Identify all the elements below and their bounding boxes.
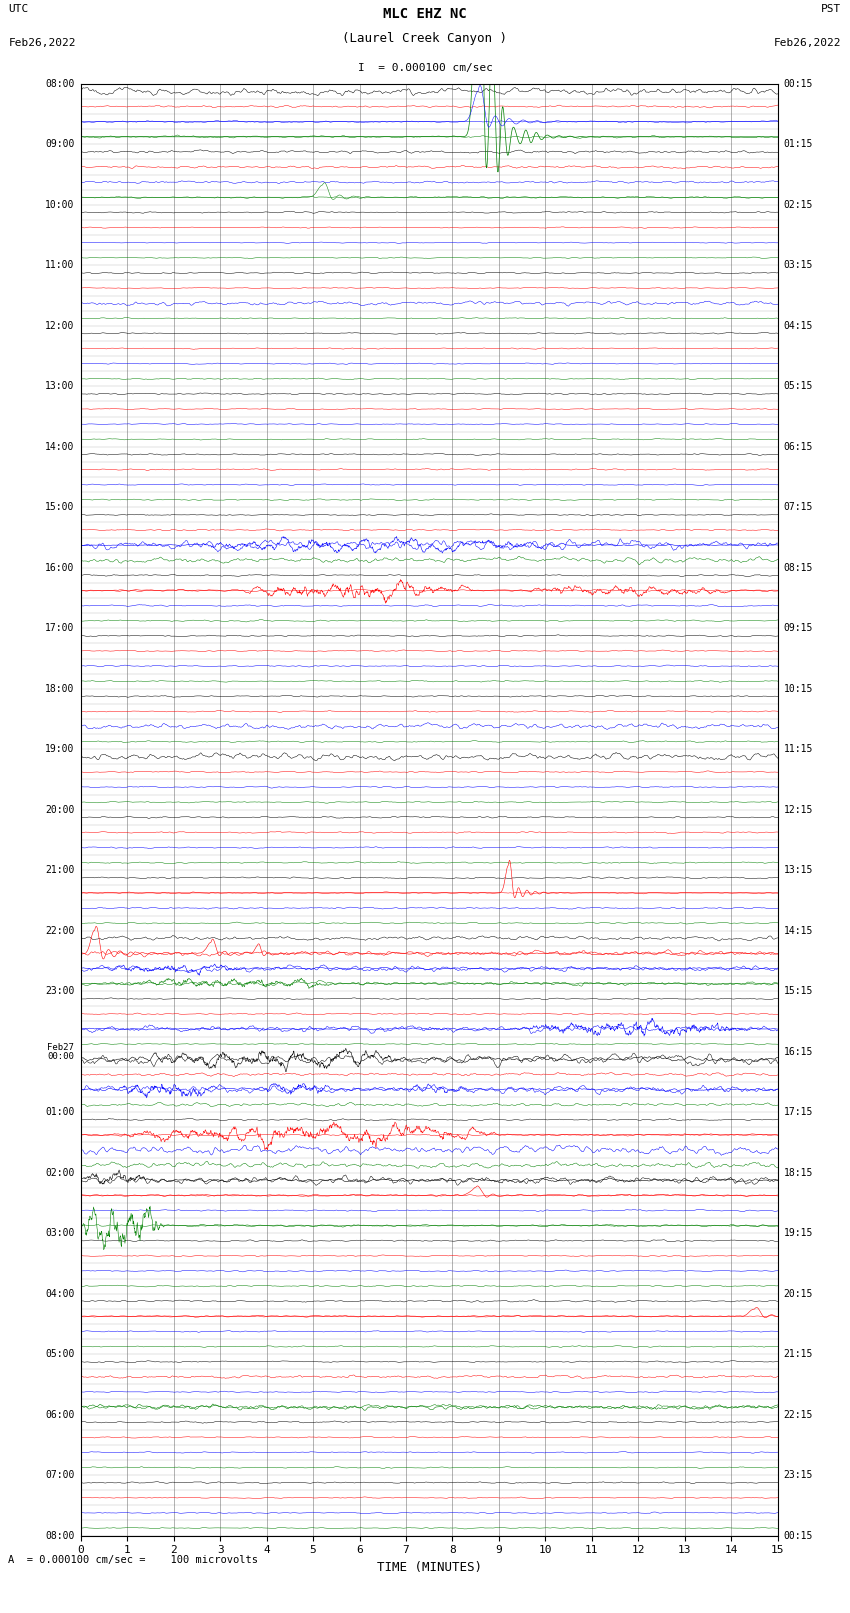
Text: 04:15: 04:15: [784, 321, 813, 331]
Text: 07:00: 07:00: [45, 1469, 74, 1481]
Text: 15:15: 15:15: [784, 986, 813, 997]
Text: 19:15: 19:15: [784, 1227, 813, 1239]
Text: 08:00: 08:00: [45, 1531, 74, 1540]
Text: 19:00: 19:00: [45, 744, 74, 755]
Text: 14:15: 14:15: [784, 926, 813, 936]
Text: 06:15: 06:15: [784, 442, 813, 452]
Text: 11:00: 11:00: [45, 260, 74, 271]
Text: 23:15: 23:15: [784, 1469, 813, 1481]
Text: 16:00: 16:00: [45, 563, 74, 573]
Text: MLC EHZ NC: MLC EHZ NC: [383, 6, 467, 21]
Text: 11:15: 11:15: [784, 744, 813, 755]
Text: 03:00: 03:00: [45, 1227, 74, 1239]
Text: 09:00: 09:00: [45, 139, 74, 150]
Text: 04:00: 04:00: [45, 1289, 74, 1298]
Text: 02:15: 02:15: [784, 200, 813, 210]
Text: 15:00: 15:00: [45, 502, 74, 513]
Text: 00:15: 00:15: [784, 1531, 813, 1540]
Text: 21:15: 21:15: [784, 1348, 813, 1360]
Text: 22:00: 22:00: [45, 926, 74, 936]
Text: 13:00: 13:00: [45, 381, 74, 392]
Text: 03:15: 03:15: [784, 260, 813, 271]
Text: PST: PST: [821, 5, 842, 15]
Text: Feb26,2022: Feb26,2022: [8, 37, 76, 48]
Text: 21:00: 21:00: [45, 865, 74, 876]
Text: UTC: UTC: [8, 5, 29, 15]
Text: 00:15: 00:15: [784, 79, 813, 89]
Text: 06:00: 06:00: [45, 1410, 74, 1419]
Text: I  = 0.000100 cm/sec: I = 0.000100 cm/sec: [358, 63, 492, 73]
Text: Feb26,2022: Feb26,2022: [774, 37, 842, 48]
Text: 00:00: 00:00: [48, 1052, 74, 1061]
Text: 18:00: 18:00: [45, 684, 74, 694]
Text: 10:15: 10:15: [784, 684, 813, 694]
Text: 22:15: 22:15: [784, 1410, 813, 1419]
Text: 08:00: 08:00: [45, 79, 74, 89]
Text: 20:15: 20:15: [784, 1289, 813, 1298]
Text: 17:00: 17:00: [45, 623, 74, 634]
X-axis label: TIME (MINUTES): TIME (MINUTES): [377, 1561, 482, 1574]
Text: 02:00: 02:00: [45, 1168, 74, 1177]
Text: A  = 0.000100 cm/sec =    100 microvolts: A = 0.000100 cm/sec = 100 microvolts: [8, 1555, 258, 1565]
Text: 14:00: 14:00: [45, 442, 74, 452]
Text: 08:15: 08:15: [784, 563, 813, 573]
Text: 12:00: 12:00: [45, 321, 74, 331]
Text: 13:15: 13:15: [784, 865, 813, 876]
Text: 10:00: 10:00: [45, 200, 74, 210]
Text: 12:15: 12:15: [784, 805, 813, 815]
Text: (Laurel Creek Canyon ): (Laurel Creek Canyon ): [343, 32, 507, 45]
Text: 09:15: 09:15: [784, 623, 813, 634]
Text: 17:15: 17:15: [784, 1107, 813, 1118]
Text: 05:00: 05:00: [45, 1348, 74, 1360]
Text: Feb27: Feb27: [48, 1042, 74, 1052]
Text: 01:15: 01:15: [784, 139, 813, 150]
Text: 07:15: 07:15: [784, 502, 813, 513]
Text: 01:00: 01:00: [45, 1107, 74, 1118]
Text: 20:00: 20:00: [45, 805, 74, 815]
Text: 05:15: 05:15: [784, 381, 813, 392]
Text: 16:15: 16:15: [784, 1047, 813, 1057]
Text: 18:15: 18:15: [784, 1168, 813, 1177]
Text: 23:00: 23:00: [45, 986, 74, 997]
